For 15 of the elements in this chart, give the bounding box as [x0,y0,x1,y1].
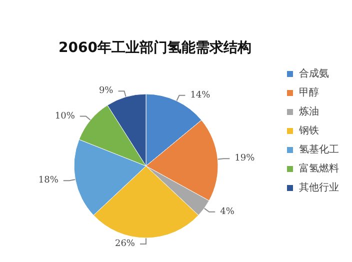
legend-label: 富氢燃料 [299,162,339,174]
data-label: 14% [190,90,211,100]
chart-title: 2060年工业部门氢能需求结构 [58,39,252,56]
data-label: 4% [220,206,235,217]
legend-label: 钢铁 [298,124,319,136]
data-label: 18% [38,176,59,186]
data-label: 9% [98,86,114,96]
data-label: 10% [54,111,76,122]
legend-label: 其他行业 [299,182,339,194]
data-label: 26% [114,239,136,249]
data-label: 19% [234,154,256,164]
legend-label: 甲醇 [299,86,319,98]
legend-label: 炼油 [299,106,319,118]
legend-label: 合成氨 [299,68,329,80]
legend-label: 氢基化工 [299,144,339,156]
